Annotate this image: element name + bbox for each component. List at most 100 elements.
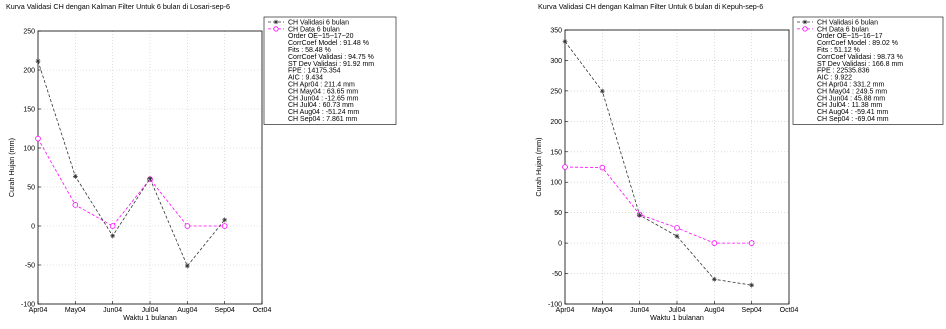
legend-series-name: CH Data 6 bulan	[288, 26, 340, 33]
legend-series-name: CH Validasi 6 bulan	[817, 19, 878, 26]
data-point-star	[35, 58, 41, 64]
legend-stat-line: CH May04 : 249.5 mm	[817, 88, 887, 95]
data-point-star	[184, 263, 190, 269]
data-point-circle	[72, 202, 79, 208]
legend-stat-line: CH Aug04 : -59.41 mm	[817, 109, 888, 116]
legend-stat-line: CorrCoef Model : 89.02 %	[817, 40, 898, 47]
legend-stat-line: Fits : 58.48 %	[288, 47, 331, 54]
x-tick-label: Jul04	[669, 307, 686, 314]
legend-stat-line: CH Sep04 : -69.04 mm	[817, 116, 889, 123]
data-point-star	[222, 217, 228, 223]
data-point-star	[674, 233, 680, 239]
y-axis-label: Curah Hujan (mm)	[534, 137, 543, 196]
legend-series-name: CH Validasi 6 bulan	[288, 19, 349, 26]
x-tick-label: Jul04	[142, 307, 159, 314]
legend-stat-line: FPE : 22535.836	[817, 68, 870, 75]
chart-title: Kurva Validasi CH dengan Kalman Filter U…	[6, 2, 230, 11]
plot-frame	[37, 30, 263, 305]
legend-stat-line: CH May04 : 63.65 mm	[288, 88, 358, 95]
y-tick-label: 0	[558, 241, 562, 248]
chart-1: Kurva Validasi CH dengan Kalman Filter U…	[6, 2, 397, 322]
legend-stat-line: CH Jul04 : 60.73 mm	[288, 102, 354, 109]
y-axis-label: Curah Hujan (mm)	[7, 138, 16, 197]
plot-frame	[564, 29, 790, 305]
legend-stat-line: CorrCoef Model : 91.48 %	[288, 40, 369, 47]
legend-stat-line: CH Sep04 : 7.861 mm	[288, 116, 357, 123]
legend-stat-line: Fits : 51.12 %	[817, 47, 860, 54]
data-point-circle	[562, 164, 568, 170]
y-tick-label: -50	[552, 271, 562, 278]
data-point-circle	[221, 223, 228, 229]
legend-stat-line: CH Jul04 : 11.38 mm	[817, 102, 882, 109]
legend-stat-line: AIC : 9.922	[817, 75, 852, 82]
y-tick-label: 50	[27, 185, 35, 192]
y-tick-label: 100	[23, 146, 35, 153]
x-tick-label: Aug04	[704, 307, 724, 314]
legend-stat-line: Order OE~15~16~17	[817, 33, 883, 40]
legend-stat-line: Order OE~15~17~20	[288, 33, 354, 40]
series-line-validasi	[37, 60, 225, 267]
legend-box	[263, 16, 397, 125]
x-tick-label: May04	[592, 307, 613, 314]
data-point-circle	[35, 135, 41, 142]
legend-stat-line: FPE : 14175.354	[288, 68, 341, 75]
data-point-star	[711, 276, 717, 282]
data-point-circle	[748, 240, 755, 246]
data-point-star	[749, 282, 755, 288]
x-tick-label: May04	[65, 307, 86, 314]
x-tick-label: Jun04	[103, 307, 122, 314]
y-tick-label: 0	[31, 224, 35, 231]
x-tick-label: Sep04	[742, 307, 762, 314]
legend-swatch-star	[802, 19, 808, 25]
y-tick-label: 250	[550, 88, 562, 95]
y-tick-label: 250	[23, 29, 35, 36]
data-point-circle	[184, 223, 191, 229]
data-point-star	[562, 39, 568, 44]
y-tick-label: 100	[550, 180, 562, 187]
y-tick-label: 200	[550, 119, 562, 126]
x-tick-label: Apr04	[29, 307, 48, 314]
legend-swatch-circle	[273, 26, 279, 32]
legend-box	[792, 16, 944, 125]
x-tick-label: Oct04	[780, 307, 799, 314]
legend-stat-line: CorrCoef Validasi : 98.73 %	[817, 54, 903, 61]
series-line-data	[564, 166, 752, 244]
legend-stat-line: CH Aug04 : -51.24 mm	[288, 109, 359, 116]
legend-series-name: CH Data 6 bulan	[817, 26, 869, 33]
y-tick-label: -100	[548, 302, 562, 309]
data-point-star	[637, 212, 643, 218]
y-tick-label: 150	[550, 149, 562, 156]
x-tick-label: Jun04	[630, 307, 649, 314]
legend-stat-line: ST Dev Validasi : 166.8 mm	[817, 61, 903, 68]
legend-stat-line: CH Jun04 : -12.65 mm	[288, 95, 359, 102]
legend-stat-line: ST Dev Validasi : 91.92 mm	[288, 61, 374, 68]
chart-2: Kurva Validasi CH dengan Kalman Filter U…	[534, 2, 944, 322]
x-tick-label: Apr04	[556, 307, 575, 314]
x-tick-label: Sep04	[215, 307, 235, 314]
y-tick-label: 300	[550, 58, 562, 65]
data-point-circle	[674, 225, 680, 231]
y-tick-label: -100	[21, 302, 35, 309]
x-axis-label: Waktu 1 bulanan	[650, 313, 704, 322]
data-point-circle	[711, 240, 718, 246]
data-point-star	[110, 233, 116, 239]
legend-stat-line: CH Jun04 : 45.88 mm	[817, 95, 885, 102]
y-tick-label: 150	[23, 107, 35, 114]
x-tick-label: Oct04	[253, 307, 272, 314]
data-point-star	[72, 173, 78, 179]
data-point-star	[147, 176, 153, 182]
data-point-circle	[599, 164, 606, 171]
x-tick-label: Aug04	[177, 307, 197, 314]
series-line-validasi	[564, 41, 752, 286]
legend-stat-line: CH Apr04 : 331.2 mm	[817, 82, 884, 89]
legend-swatch-star	[273, 19, 279, 25]
chart-title: Kurva Validasi CH dengan Kalman Filter U…	[538, 2, 763, 11]
series-line-data	[37, 138, 225, 227]
y-tick-label: 350	[550, 28, 562, 35]
data-point-star	[599, 88, 605, 94]
legend-swatch-circle	[802, 26, 808, 32]
y-tick-label: 200	[23, 68, 35, 75]
